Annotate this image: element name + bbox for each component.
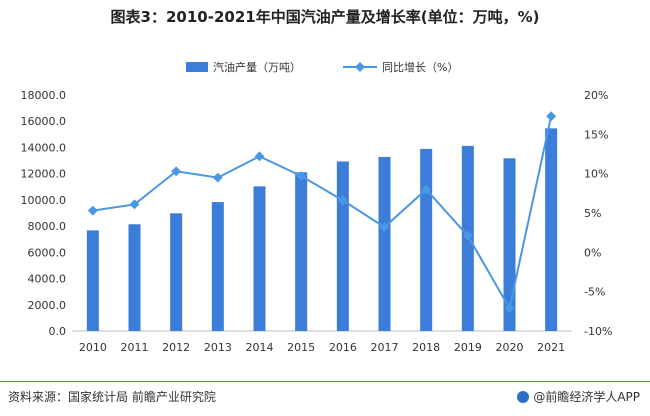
- bar: [170, 213, 183, 331]
- growth-point: [129, 199, 140, 210]
- y-right-tick-label: 5%: [584, 207, 601, 220]
- legend-line-marker: [355, 62, 365, 72]
- growth-point: [504, 303, 515, 314]
- bar: [128, 224, 141, 331]
- x-tick-label: 2014: [246, 341, 274, 354]
- bar: [420, 148, 433, 331]
- chart-area: 0.0 2000.0 4000.0 6000.0 8000.0 10000.0 12000.…: [21, 60, 613, 354]
- y-left-tick-label: 6000.0: [28, 246, 67, 259]
- bar: [211, 202, 224, 331]
- y-right-tick-label: 10%: [584, 168, 608, 181]
- y-left-tick-label: 18000.0: [21, 89, 67, 102]
- bar: [378, 156, 391, 331]
- legend-label-bar: 汽油产量（万吨）: [213, 60, 301, 74]
- x-tick-label: 2019: [454, 341, 482, 354]
- bar: [545, 128, 558, 331]
- legend-label-line: 同比增长（%）: [382, 60, 458, 74]
- y-left-tick-label: 8000.0: [28, 220, 67, 233]
- y-right-tick-label: 0%: [584, 246, 601, 259]
- growth-point: [421, 184, 432, 195]
- x-tick-label: 2018: [412, 341, 440, 354]
- y-left-tick-label: 2000.0: [28, 299, 67, 312]
- y-left-tick-label: 16000.0: [21, 115, 67, 128]
- growth-point: [296, 171, 307, 181]
- growth-point: [546, 111, 557, 122]
- bar: [336, 161, 349, 331]
- y-left-tick-label: 14000.0: [21, 141, 67, 154]
- brand-text: @前瞻经济学人APP: [533, 390, 640, 404]
- y-left-tick-label: 4000.0: [28, 273, 67, 286]
- y-right-tick-label: -10%: [584, 325, 612, 338]
- growth-line: [92, 116, 553, 311]
- x-tick-label: 2011: [121, 341, 149, 354]
- brand-credit: @前瞻经济学人APP: [517, 388, 640, 405]
- growth-point: [337, 195, 348, 206]
- footer-divider: [0, 381, 650, 382]
- chart-svg: 0.0 2000.0 4000.0 6000.0 8000.0 10000.0 12000.…: [21, 60, 613, 354]
- bar: [503, 158, 516, 331]
- x-tick-label: 2016: [329, 341, 357, 354]
- x-tick-label: 2012: [162, 341, 190, 354]
- bar: [253, 186, 266, 331]
- bar: [86, 230, 99, 331]
- legend-bar-swatch: [186, 62, 208, 72]
- x-tick-label: 2013: [204, 341, 232, 354]
- growth-point: [212, 172, 223, 183]
- x-tick-label: 2021: [537, 341, 565, 354]
- bar: [295, 172, 308, 331]
- growth-point: [379, 222, 390, 233]
- x-tick-label: 2010: [79, 341, 107, 354]
- growth-point: [87, 205, 98, 216]
- y-right-tick-label: 20%: [584, 89, 608, 102]
- brand-logo-icon: [517, 391, 530, 403]
- y-right-tick-label: -5%: [584, 286, 605, 299]
- y-left-tick-label: 12000.0: [21, 168, 67, 181]
- y-left-tick-label: 10000.0: [21, 194, 67, 207]
- x-tick-label: 2015: [287, 341, 315, 354]
- growth-point: [254, 151, 265, 162]
- growth-point: [462, 230, 473, 241]
- chart-title: 图表3：2010-2021年中国汽油产量及增长率(单位：万吨，%): [110, 8, 540, 26]
- growth-point: [171, 166, 182, 177]
- x-tick-label: 2017: [371, 341, 399, 354]
- y-right-tick-label: 15%: [584, 128, 608, 141]
- y-left-tick-label: 0.0: [49, 325, 67, 338]
- source-note: 资料来源：国家统计局 前瞻产业研究院: [8, 390, 216, 404]
- x-tick-label: 2020: [496, 341, 524, 354]
